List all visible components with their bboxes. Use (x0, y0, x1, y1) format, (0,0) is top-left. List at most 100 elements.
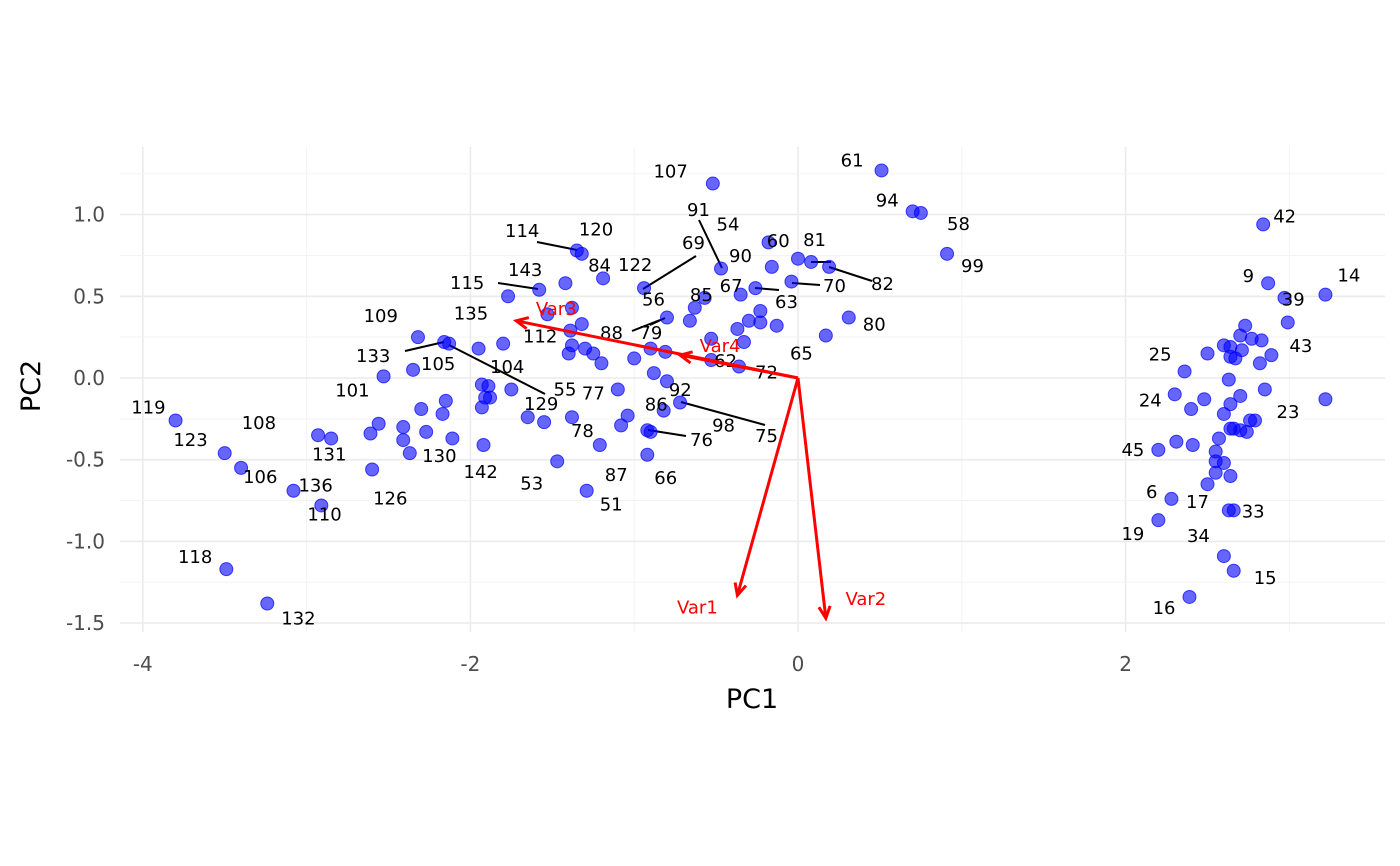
score-point (620, 408, 635, 423)
score-point (1261, 276, 1276, 291)
score-point (564, 410, 579, 425)
score-point (1277, 290, 1292, 305)
score-point (445, 431, 460, 446)
point-label: 66 (654, 468, 677, 489)
point-label: 23 (1277, 402, 1300, 423)
score-point (558, 276, 573, 291)
score-point (438, 393, 453, 408)
score-point (1223, 397, 1238, 412)
score-point (640, 447, 655, 462)
score-point (704, 331, 719, 346)
y-tick-label: 1.0 (73, 203, 105, 227)
score-point (504, 382, 519, 397)
loading-arrow (735, 377, 800, 596)
score-point (1239, 424, 1254, 439)
score-point (733, 287, 748, 302)
score-point (376, 369, 391, 384)
point-label: 107 (653, 162, 687, 183)
score-point (1151, 513, 1166, 528)
score-point (564, 338, 579, 353)
point-label: 118 (178, 547, 212, 568)
score-point (646, 366, 661, 381)
score-point (1211, 431, 1226, 446)
score-point (365, 462, 380, 477)
point-label: 133 (356, 346, 390, 367)
label-leader-line (497, 282, 539, 290)
point-label: 119 (131, 397, 165, 418)
x-axis-title: PC1 (726, 684, 778, 715)
score-point (402, 446, 417, 461)
score-point (1200, 477, 1215, 492)
score-point (1169, 434, 1184, 449)
point-label: 62 (714, 351, 737, 372)
score-point (234, 460, 249, 475)
score-point (769, 318, 784, 333)
score-point (219, 562, 234, 577)
loading-arrow (679, 353, 799, 380)
score-point (260, 596, 275, 611)
score-point (592, 437, 607, 452)
score-point (363, 426, 378, 441)
score-point (501, 289, 516, 304)
score-point (656, 403, 671, 418)
point-label: 65 (790, 344, 813, 365)
score-point (1184, 402, 1199, 417)
score-point (874, 163, 889, 178)
score-point (627, 351, 642, 366)
score-point (1318, 392, 1333, 407)
point-label: 108 (242, 413, 276, 434)
point-label: 51 (600, 495, 623, 516)
y-tick-label: 0.5 (73, 284, 105, 308)
score-point (1182, 589, 1197, 604)
score-point (705, 176, 720, 191)
point-label: 15 (1254, 568, 1277, 589)
score-point (1200, 346, 1215, 361)
y-tick-label: -1.5 (66, 611, 105, 635)
y-tick-label: -1.0 (66, 529, 105, 553)
score-point (637, 281, 652, 296)
score-point (1257, 382, 1272, 397)
score-point (1167, 387, 1182, 402)
score-point (1248, 413, 1263, 428)
point-label: 25 (1149, 344, 1172, 365)
x-tick-label: 0 (792, 652, 805, 676)
point-label: 61 (841, 150, 864, 171)
point-label: 99 (961, 256, 984, 277)
point-label: 43 (1289, 336, 1312, 357)
point-label: 94 (876, 190, 899, 211)
score-point (1256, 217, 1271, 232)
point-label: 130 (422, 446, 456, 467)
score-point (442, 336, 457, 351)
score-point (414, 402, 429, 417)
point-label: 85 (690, 285, 713, 306)
loading-label: Var4 (700, 336, 741, 357)
score-point (311, 428, 326, 443)
point-label: 19 (1121, 524, 1144, 545)
score-point (564, 300, 579, 315)
score-point (687, 300, 702, 315)
y-tick-label: 0.0 (73, 366, 105, 390)
score-point (1221, 503, 1236, 518)
point-label: 34 (1187, 526, 1210, 547)
score-point (1151, 442, 1166, 457)
point-label: 120 (579, 220, 613, 241)
score-point (791, 251, 805, 266)
loading-arrowhead (817, 605, 832, 622)
point-label: 106 (243, 467, 277, 488)
loading-arrowhead (733, 582, 748, 599)
score-point (471, 341, 486, 356)
score-point (1233, 388, 1248, 403)
loading-arrowhead (512, 316, 530, 330)
point-label: 39 (1282, 289, 1305, 310)
label-leader-line (828, 266, 873, 282)
point-label: 84 (588, 255, 611, 276)
point-label: 77 (582, 383, 605, 404)
point-label: 67 (720, 276, 743, 297)
point-label: 123 (173, 430, 207, 451)
score-point (371, 416, 386, 431)
score-point (286, 483, 301, 498)
score-point (1244, 331, 1259, 346)
score-point (1223, 469, 1238, 484)
